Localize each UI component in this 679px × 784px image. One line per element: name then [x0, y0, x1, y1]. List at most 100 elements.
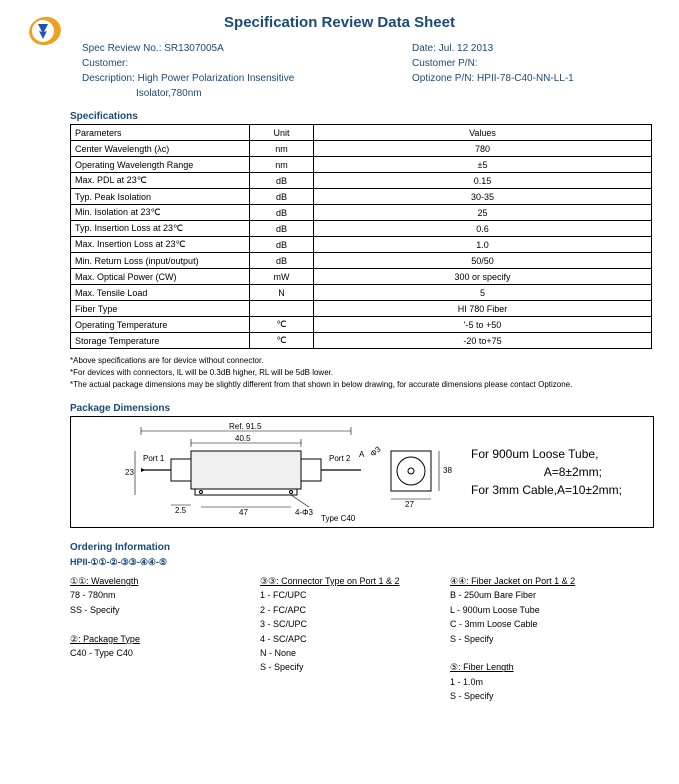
pkg-note-3: For 3mm Cable,A=10±2mm;	[471, 481, 622, 499]
company-logo	[28, 14, 62, 48]
spec-param: Storage Temperature	[71, 333, 250, 349]
dim-body: 40.5	[235, 434, 251, 443]
spec-value: HI 780 Fiber	[314, 301, 652, 317]
ordering-item: 78 - 780nm	[70, 588, 238, 602]
dim-dia: Φ3	[369, 444, 384, 458]
svg-text:A: A	[359, 450, 365, 459]
spec-value: -20 to+75	[314, 333, 652, 349]
table-row: Typ. Peak IsolationdB30-35	[71, 189, 652, 205]
col-values: Values	[314, 125, 652, 141]
spec-unit: dB	[250, 253, 314, 269]
table-row: Operating Wavelength Rangenm±5	[71, 157, 652, 173]
spec-unit: nm	[250, 157, 314, 173]
spec-value: 25	[314, 205, 652, 221]
spec-unit: mW	[250, 269, 314, 285]
spec-unit: N	[250, 285, 314, 301]
spec-unit	[250, 301, 314, 317]
ordering-col-head: ④④: Fiber Jacket on Port 1 & 2	[450, 574, 618, 588]
note-line: *For devices with connectors, IL will be…	[70, 367, 649, 379]
spec-unit: dB	[250, 189, 314, 205]
spec-value: 50/50	[314, 253, 652, 269]
ordering-item: S - Specify	[450, 632, 618, 646]
optizone-pn-label: Optizone P/N:	[412, 73, 474, 84]
table-row: Max. Tensile LoadN5	[71, 285, 652, 301]
spec-param: Max. PDL at 23℃	[71, 173, 250, 189]
specs-table: Parameters Unit Values Center Wavelength…	[70, 124, 652, 349]
ordering-item: 2 - FC/APC	[260, 603, 428, 617]
spec-param: Operating Temperature	[71, 317, 250, 333]
date-label: Date:	[412, 43, 436, 54]
spec-value: 0.15	[314, 173, 652, 189]
dim-ref: Ref. 91.5	[229, 422, 262, 431]
spec-value: 780	[314, 141, 652, 157]
dim-height: 23	[125, 468, 134, 477]
page-title: Specification Review Data Sheet	[30, 14, 649, 31]
ordering-column: ①①: Wavelength78 - 780nmSS - Specify ②: …	[70, 574, 238, 704]
col-unit: Unit	[250, 125, 314, 141]
pkg-note-2: A=8±2mm;	[471, 463, 622, 481]
customer-pn-label: Customer P/N:	[412, 58, 478, 69]
pkg-note: For 900um Loose Tube, A=8±2mm; For 3mm C…	[471, 445, 622, 499]
desc-line1: High Power Polarization Insensitive	[138, 73, 295, 84]
ordering-subhead: ⑤: Fiber Length	[450, 660, 618, 674]
spec-review-no: SR1307005A	[164, 43, 224, 54]
table-header-row: Parameters Unit Values	[71, 125, 652, 141]
dim-hole: 4-Φ3	[295, 508, 313, 517]
spec-value: ±5	[314, 157, 652, 173]
desc-line2: Isolator,780nm	[136, 86, 649, 101]
ordering-item: 4 - SC/APC	[260, 632, 428, 646]
ordering-code: HPII-①①-②-③③-④④-⑤	[70, 557, 649, 568]
table-row: Max. Optical Power (CW)mW300 or specify	[71, 269, 652, 285]
optizone-pn-value: HPII-78-C40-NN-LL-1	[477, 73, 574, 84]
table-row: Center Wavelength (λc)nm780	[71, 141, 652, 157]
spec-param: Center Wavelength (λc)	[71, 141, 250, 157]
dim-27: 27	[405, 500, 414, 509]
ordering-item: 1 - 1.0m	[450, 675, 618, 689]
specs-heading: Specifications	[70, 111, 649, 122]
spec-unit: nm	[250, 141, 314, 157]
spec-unit: ℃	[250, 317, 314, 333]
spec-review-label: Spec Review No.:	[82, 43, 161, 54]
ordering-col-head: ③③: Connector Type on Port 1 & 2	[260, 574, 428, 588]
spec-param: Min. Return Loss (input/output)	[71, 253, 250, 269]
ordering-item: SS - Specify	[70, 603, 238, 617]
spec-value: 5	[314, 285, 652, 301]
spec-param: Max. Optical Power (CW)	[71, 269, 250, 285]
table-row: Operating Temperature℃'-5 to +50	[71, 317, 652, 333]
port1-label: Port 1	[143, 454, 165, 463]
table-row: Min. Isolation at 23℃dB25	[71, 205, 652, 221]
notes-block: *Above specifications are for device wit…	[70, 355, 649, 391]
note-line: *Above specifications are for device wit…	[70, 355, 649, 367]
package-drawing: Ref. 91.5 40.5 Port 1 Port 2 A 23	[70, 416, 654, 528]
ordering-item: C40 - Type C40	[70, 646, 238, 660]
spec-unit: dB	[250, 205, 314, 221]
spec-param: Max. Insertion Loss at 23℃	[71, 237, 250, 253]
ordering-heading: Ordering Information	[70, 542, 649, 553]
date-value: Jul. 12 2013	[439, 43, 494, 54]
table-row: Typ. Insertion Loss at 23℃dB0.6	[71, 221, 652, 237]
table-row: Max. PDL at 23℃dB0.15	[71, 173, 652, 189]
table-row: Max. Insertion Loss at 23℃dB1.0	[71, 237, 652, 253]
ordering-column: ③③: Connector Type on Port 1 & 21 - FC/U…	[260, 574, 428, 704]
spec-unit: dB	[250, 173, 314, 189]
ordering-subhead: ②: Package Type	[70, 632, 238, 646]
spec-param: Typ. Insertion Loss at 23℃	[71, 221, 250, 237]
ordering-item: S - Specify	[260, 660, 428, 674]
dim-25: 2.5	[175, 506, 187, 515]
spec-value: 300 or specify	[314, 269, 652, 285]
ordering-item: S - Specify	[450, 689, 618, 703]
table-row: Fiber TypeHI 780 Fiber	[71, 301, 652, 317]
pkg-note-1: For 900um Loose Tube,	[471, 445, 622, 463]
spec-unit: dB	[250, 237, 314, 253]
spec-unit: dB	[250, 221, 314, 237]
ordering-column: ④④: Fiber Jacket on Port 1 & 2B - 250um …	[450, 574, 618, 704]
table-row: Min. Return Loss (input/output)dB50/50	[71, 253, 652, 269]
spec-value: 1.0	[314, 237, 652, 253]
ordering-item: N - None	[260, 646, 428, 660]
ordering-item: L - 900um Loose Tube	[450, 603, 618, 617]
ordering-item: 1 - FC/UPC	[260, 588, 428, 602]
note-line: *The actual package dimensions may be sl…	[70, 379, 649, 391]
customer-label: Customer:	[82, 58, 128, 69]
spec-param: Typ. Peak Isolation	[71, 189, 250, 205]
ordering-item: 3 - SC/UPC	[260, 617, 428, 631]
